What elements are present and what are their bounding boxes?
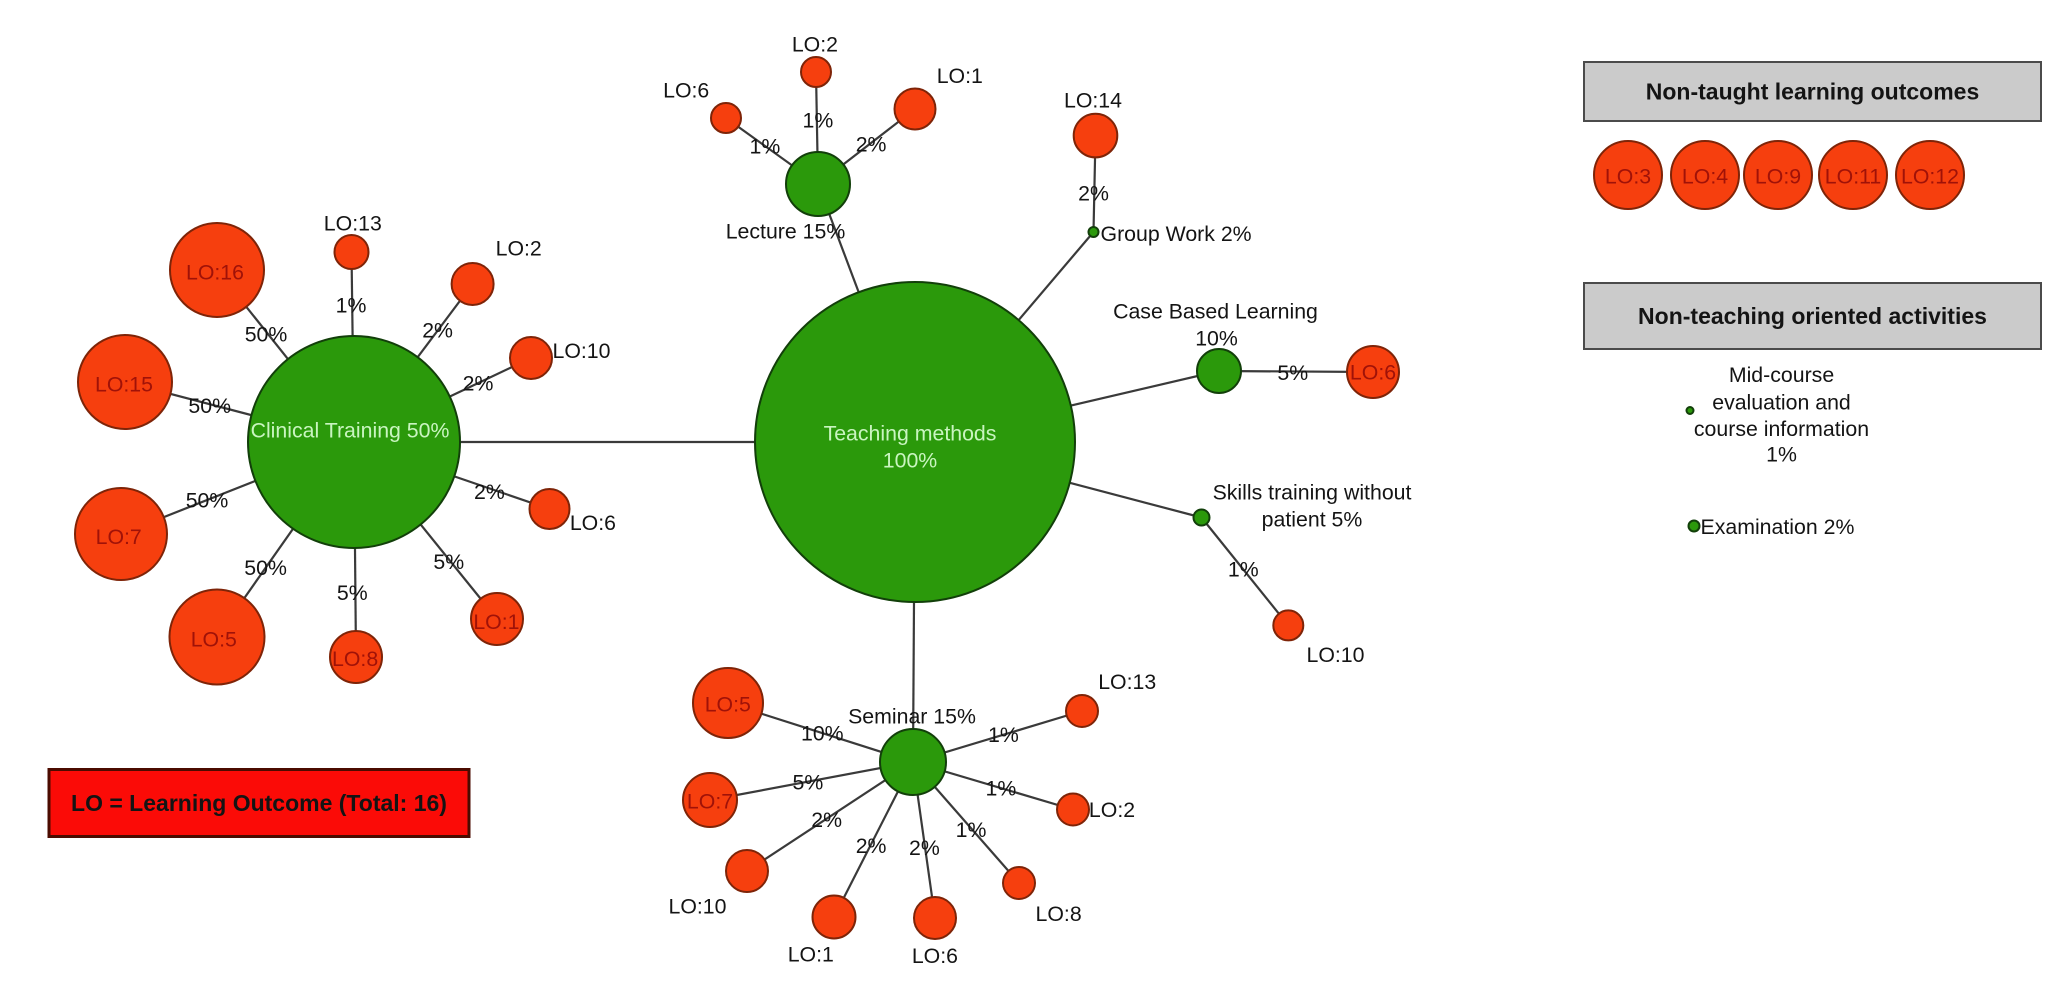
- svg-text:LO = Learning Outcome (Total:: LO = Learning Outcome (Total: 16): [71, 790, 447, 816]
- svg-text:2%: 2%: [856, 133, 887, 157]
- svg-text:1%: 1%: [336, 294, 367, 318]
- svg-text:1%: 1%: [986, 776, 1017, 800]
- svg-text:LO:9: LO:9: [1755, 165, 1801, 189]
- svg-text:course information: course information: [1694, 417, 1869, 441]
- svg-text:2%: 2%: [463, 372, 494, 396]
- svg-text:Group Work 2%: Group Work 2%: [1101, 222, 1252, 246]
- svg-text:Clinical Training 50%: Clinical Training 50%: [251, 419, 450, 443]
- svg-text:1%: 1%: [988, 723, 1019, 747]
- svg-text:1%: 1%: [956, 818, 987, 842]
- svg-text:1%: 1%: [803, 108, 834, 132]
- svg-text:LO:5: LO:5: [191, 628, 237, 652]
- svg-text:5%: 5%: [433, 550, 464, 574]
- svg-text:LO:2: LO:2: [496, 237, 542, 261]
- svg-text:2%: 2%: [856, 834, 887, 858]
- svg-text:2%: 2%: [422, 319, 453, 343]
- svg-text:LO:10: LO:10: [552, 339, 610, 363]
- svg-text:LO:6: LO:6: [570, 511, 616, 535]
- svg-text:10%: 10%: [801, 722, 844, 746]
- svg-text:Examination 2%: Examination 2%: [1701, 515, 1855, 539]
- svg-text:Case Based Learning: Case Based Learning: [1113, 300, 1318, 324]
- svg-text:Seminar 15%: Seminar 15%: [848, 705, 976, 729]
- svg-text:2%: 2%: [1078, 182, 1109, 206]
- svg-text:LO:6: LO:6: [912, 944, 958, 968]
- svg-text:5%: 5%: [793, 770, 824, 794]
- svg-text:patient 5%: patient 5%: [1262, 508, 1363, 532]
- svg-text:Non-teaching oriented activiti: Non-teaching oriented activities: [1638, 303, 1987, 329]
- svg-text:Lecture 15%: Lecture 15%: [726, 220, 846, 244]
- svg-text:LO:13: LO:13: [1098, 670, 1156, 694]
- svg-text:100%: 100%: [883, 449, 938, 473]
- svg-text:LO:4: LO:4: [1682, 165, 1728, 189]
- svg-text:evaluation and: evaluation and: [1712, 390, 1851, 414]
- svg-text:LO:5: LO:5: [705, 693, 751, 717]
- svg-text:50%: 50%: [245, 323, 288, 347]
- svg-text:1%: 1%: [1766, 443, 1797, 467]
- svg-text:LO:12: LO:12: [1901, 165, 1959, 189]
- svg-text:LO:1: LO:1: [937, 64, 983, 88]
- svg-text:5%: 5%: [1277, 361, 1308, 385]
- svg-text:Mid-course: Mid-course: [1729, 363, 1834, 387]
- svg-text:50%: 50%: [186, 489, 229, 513]
- svg-text:LO:16: LO:16: [186, 261, 244, 285]
- svg-text:LO:7: LO:7: [687, 790, 733, 814]
- svg-text:LO:6: LO:6: [1350, 361, 1396, 385]
- svg-text:LO:7: LO:7: [96, 525, 142, 549]
- svg-text:LO:8: LO:8: [1036, 902, 1082, 926]
- svg-text:LO:2: LO:2: [1089, 798, 1135, 822]
- svg-text:Teaching methods: Teaching methods: [824, 422, 997, 446]
- svg-text:LO:13: LO:13: [324, 212, 382, 236]
- svg-text:1%: 1%: [1228, 558, 1259, 582]
- svg-text:Non-taught learning outcomes: Non-taught learning outcomes: [1646, 79, 1980, 105]
- svg-text:LO:1: LO:1: [473, 610, 519, 634]
- svg-text:5%: 5%: [337, 581, 368, 605]
- svg-text:LO:3: LO:3: [1605, 165, 1651, 189]
- svg-text:LO:11: LO:11: [1825, 165, 1881, 189]
- svg-text:2%: 2%: [474, 480, 505, 504]
- svg-text:LO:2: LO:2: [792, 33, 838, 57]
- svg-text:10%: 10%: [1195, 327, 1238, 351]
- svg-text:LO:10: LO:10: [668, 895, 726, 919]
- svg-text:2%: 2%: [811, 808, 842, 832]
- svg-text:50%: 50%: [244, 556, 287, 580]
- svg-text:LO:1: LO:1: [788, 942, 834, 966]
- svg-text:2%: 2%: [909, 836, 940, 860]
- svg-text:LO:14: LO:14: [1064, 89, 1122, 113]
- svg-text:LO:6: LO:6: [663, 79, 709, 103]
- svg-text:1%: 1%: [750, 135, 781, 159]
- svg-text:LO:15: LO:15: [95, 373, 153, 397]
- svg-text:LO:8: LO:8: [332, 647, 378, 671]
- svg-text:50%: 50%: [188, 394, 231, 418]
- svg-text:LO:10: LO:10: [1306, 643, 1364, 667]
- svg-text:Skills training without: Skills training without: [1213, 481, 1412, 505]
